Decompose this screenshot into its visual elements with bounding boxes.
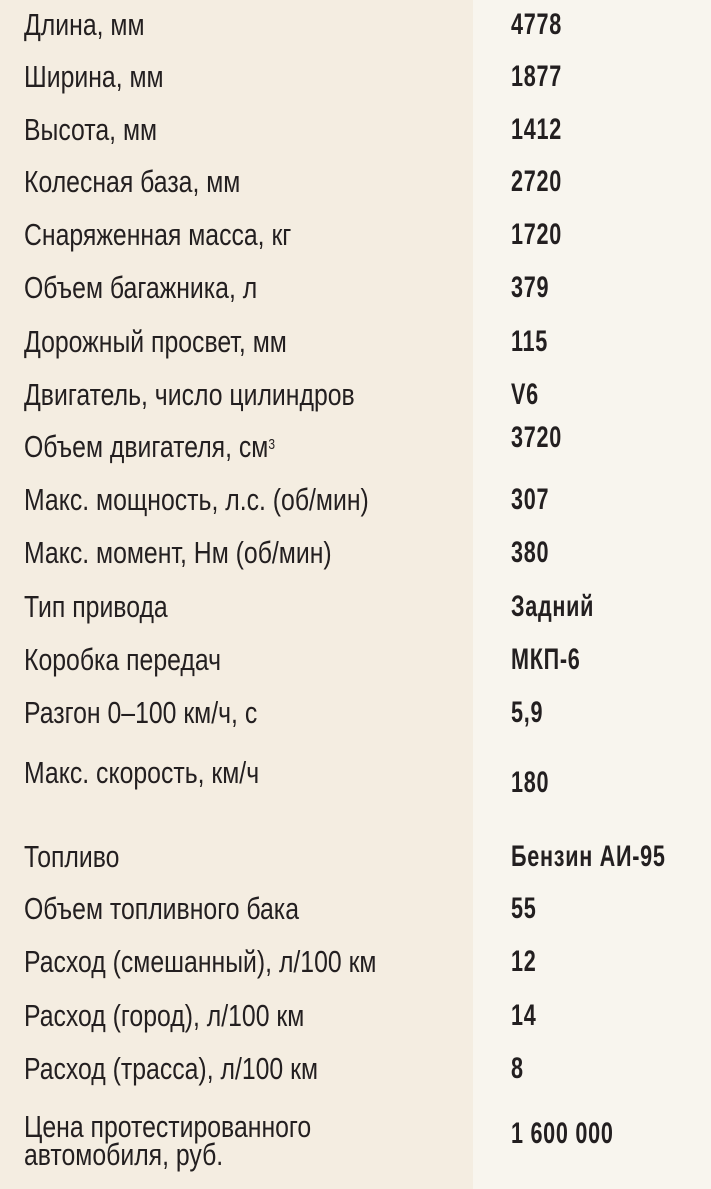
spec-label: Высота, мм (24, 114, 157, 146)
spec-label-text: Макс. мощность, л.с. (об/мин) (24, 482, 369, 517)
spec-label-text: Длина, мм (24, 7, 145, 42)
spec-value: 379 (511, 271, 550, 304)
spec-label: Дорожный просвет, мм (24, 326, 287, 358)
spec-label-text: Расход (трасса), л/100 км (24, 1051, 319, 1086)
spec-value: 55 (511, 892, 537, 925)
spec-label-text: Колесная база, мм (24, 164, 241, 199)
spec-label-text: Снаряженная масса, кг (24, 217, 292, 252)
spec-value: Задний (511, 590, 595, 623)
spec-label-text: Топливо (24, 839, 120, 874)
spec-value: Бензин АИ-95 (511, 840, 666, 873)
spec-label-text: Расход (город), л/100 км (24, 998, 305, 1033)
spec-label: Ширина, мм (24, 61, 164, 93)
spec-value: 1 600 000 (511, 1117, 614, 1150)
spec-value: 12 (511, 945, 537, 978)
spec-label-text: Двигатель, число цилиндров (24, 377, 355, 412)
spec-label-text: Ширина, мм (24, 59, 164, 94)
spec-label: Объем топливного бака (24, 893, 299, 925)
spec-label-text: Объем топливного бака (24, 891, 299, 926)
spec-label-text: Объем двигателя, см (24, 429, 269, 464)
spec-value: 1720 (511, 218, 562, 251)
spec-label: Макс. мощность, л.с. (об/мин) (24, 484, 369, 516)
spec-label: Топливо (24, 841, 119, 873)
spec-value: V6 (511, 378, 539, 411)
spec-value: 180 (511, 766, 550, 799)
spec-value: 3720 (511, 421, 562, 454)
spec-label-text: Цена протестированного (24, 1109, 312, 1144)
spec-label: Расход (город), л/100 км (24, 1000, 304, 1032)
spec-value: 14 (511, 999, 537, 1032)
spec-value: МКП-6 (511, 643, 581, 676)
spec-value: 307 (511, 483, 550, 516)
spec-label: Макс. момент, Нм (об/мин) (24, 537, 332, 569)
spec-value: 1412 (511, 113, 562, 146)
spec-label: Длина, мм (24, 9, 145, 41)
spec-value: 4778 (511, 8, 562, 41)
spec-label: Расход (смешанный), л/100 км (24, 946, 376, 978)
spec-value: 8 (511, 1052, 524, 1085)
spec-value: 1877 (511, 60, 562, 93)
spec-label: Тип привода (24, 591, 168, 623)
spec-value: 5,9 (511, 696, 544, 729)
spec-label-text: Макс. момент, Нм (об/мин) (24, 535, 332, 570)
spec-label: Расход (трасса), л/100 км (24, 1053, 318, 1085)
spec-label: Объем двигателя, см3 (24, 431, 275, 463)
spec-label-text: Высота, мм (24, 112, 158, 147)
spec-label: Двигатель, число цилиндров (24, 379, 355, 411)
spec-label: Снаряженная масса, кг (24, 219, 291, 251)
spec-label: Цена протестированного автомобиля, руб. (24, 1111, 311, 1172)
spec-label: Коробка передач (24, 644, 221, 676)
spec-label-text: Дорожный просвет, мм (24, 324, 287, 359)
spec-label: Объем багажника, л (24, 272, 257, 304)
spec-label-text: автомобиля, руб. (24, 1137, 224, 1172)
spec-value: 115 (511, 325, 549, 358)
spec-value: 2720 (511, 165, 562, 198)
spec-label-text: Объем багажника, л (24, 270, 258, 305)
spec-label-text: Разгон 0–100 км/ч, с (24, 695, 258, 730)
spec-label-text: Макс. скорость, км/ч (24, 755, 260, 790)
spec-label-text: Расход (смешанный), л/100 км (24, 944, 377, 979)
spec-value: 380 (511, 536, 550, 569)
spec-label-text: Тип привода (24, 589, 168, 624)
superscript: 3 (268, 436, 276, 453)
spec-label: Макс. скорость, км/ч (24, 757, 259, 789)
spec-label-text: Коробка передач (24, 642, 222, 677)
spec-label: Колесная база, мм (24, 166, 240, 198)
label-column-background (0, 0, 473, 1189)
spec-label: Разгон 0–100 км/ч, с (24, 697, 257, 729)
